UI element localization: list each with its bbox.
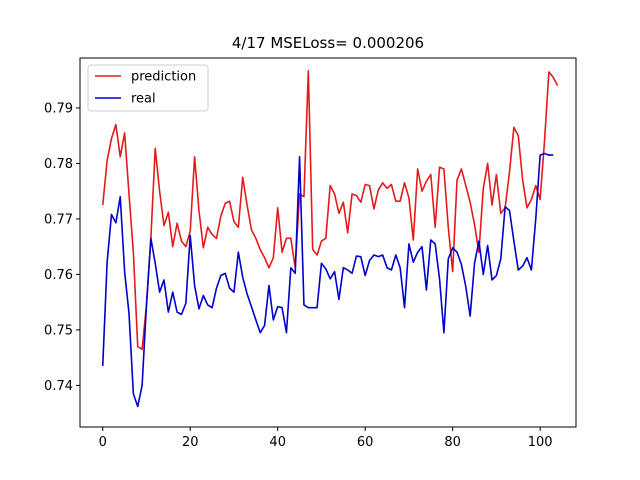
series-line-prediction xyxy=(101,69,559,351)
y-tick-label: 0.77 xyxy=(44,212,73,227)
x-tick-label: 0 xyxy=(99,435,107,450)
chart-title: 4/17 MSELoss= 0.000206 xyxy=(232,34,424,52)
x-tick-label: 100 xyxy=(528,435,553,450)
y-tick-label: 0.74 xyxy=(44,379,73,394)
y-tick-label: 0.79 xyxy=(44,101,73,116)
x-tick-label: 60 xyxy=(357,435,374,450)
plot-frame xyxy=(79,57,577,428)
series-line-real xyxy=(101,152,554,408)
y-tick-label: 0.75 xyxy=(44,323,73,338)
y-tick-label: 0.76 xyxy=(44,268,73,283)
legend-label-real: real xyxy=(131,92,156,107)
x-tick-label: 80 xyxy=(444,435,461,450)
x-tick-label: 20 xyxy=(182,435,199,450)
x-tick-label: 40 xyxy=(269,435,286,450)
legend-label-prediction: prediction xyxy=(131,70,196,85)
legend: prediction real xyxy=(87,64,209,112)
y-tick-label: 0.78 xyxy=(44,157,73,172)
